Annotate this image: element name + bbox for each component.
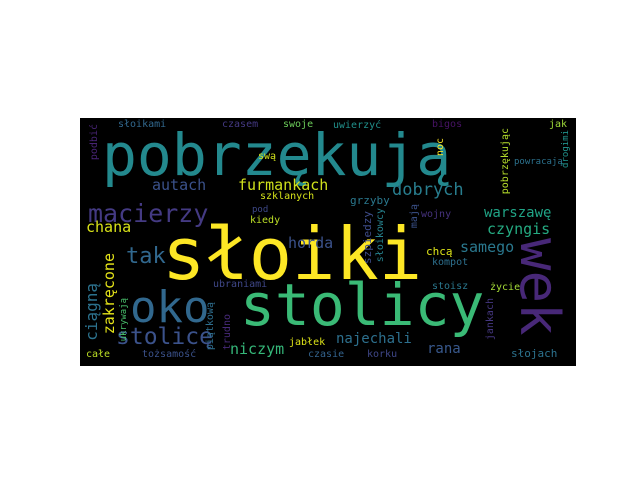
word-niczym: niczym <box>230 340 285 358</box>
word-samego: samego <box>460 238 515 256</box>
word-noc: noc <box>435 138 446 157</box>
word-warszawe: warszawę <box>484 205 552 221</box>
word-stoisz: stoisz <box>432 281 469 292</box>
word-chana: chana <box>86 218 132 236</box>
word-kiedy: kiedy <box>250 215 281 226</box>
word-czyngis: czyngis <box>487 220 551 238</box>
word-czasie: czasie <box>308 349 345 360</box>
word-czasem: czasem <box>222 119 259 130</box>
word-ciagna: ciągną <box>82 283 101 341</box>
word-wojny: wojny <box>421 209 452 220</box>
word-wek: wek <box>508 238 571 336</box>
word-piatkowa: piątkową <box>205 302 216 351</box>
word-jablek: jabłek <box>289 337 326 348</box>
word-grzyby: grzyby <box>350 194 390 207</box>
word-pobrzekujac: pobrzękując <box>500 128 511 195</box>
word-stolice: stolicę <box>116 324 213 350</box>
word-cale: całe <box>86 349 111 360</box>
word-szklanych: szklanych <box>260 191 315 202</box>
word-macierzy: macierzy <box>88 199 209 228</box>
word-szpiedzy: szpiedzy <box>361 211 374 264</box>
word-ubraniami: ubraniami <box>213 279 268 290</box>
word-kompot: kompot <box>432 257 469 268</box>
word-sloikami: słoikami <box>118 119 167 130</box>
word-drogimi: drogimi <box>561 130 571 168</box>
word-horda: horda <box>288 234 334 252</box>
word-sloiki: słoiki <box>162 212 423 296</box>
word-slojach: słojach <box>511 347 558 360</box>
word-jak: jak <box>549 119 568 130</box>
word-stolicy: stolicy <box>240 271 485 339</box>
word-chca: chcą <box>426 245 453 258</box>
word-tozsamosc: tożsamość <box>142 349 197 360</box>
word-sloikowcy: słoikowcy <box>375 208 386 263</box>
word-korku: korku <box>367 349 398 360</box>
word-pod: pod <box>252 205 269 215</box>
word-swa: swą <box>258 151 277 162</box>
word-najechali: najechali <box>336 331 412 347</box>
word-pobrzekuja: pobrzękują <box>102 121 452 189</box>
word-tak: tak <box>126 244 166 269</box>
word-bigos: bigos <box>432 119 463 130</box>
word-autach: autach <box>152 176 207 194</box>
word-maja: mają <box>409 204 420 229</box>
word-zycie: życie <box>490 282 521 293</box>
word-powracaja: powracają <box>514 157 563 167</box>
word-podbic: podbić <box>89 124 100 161</box>
word-furmankach: furmankach <box>238 176 329 194</box>
word-cloud: słoiki pobrzękują stolicy oko wek macier… <box>80 118 576 366</box>
word-rana: rana <box>427 341 461 357</box>
word-trudno: trudno <box>222 314 233 351</box>
word-ukrywaja: ukrywają <box>119 298 129 342</box>
word-jankach: jankach <box>485 298 496 341</box>
word-uwierzyc: uwierzyć <box>333 120 382 131</box>
word-oko: oko <box>130 282 210 333</box>
word-dobrych: dobrych <box>392 180 464 200</box>
word-swoje: swoje <box>283 119 314 130</box>
word-zakrecone: zakręcone <box>100 253 118 335</box>
